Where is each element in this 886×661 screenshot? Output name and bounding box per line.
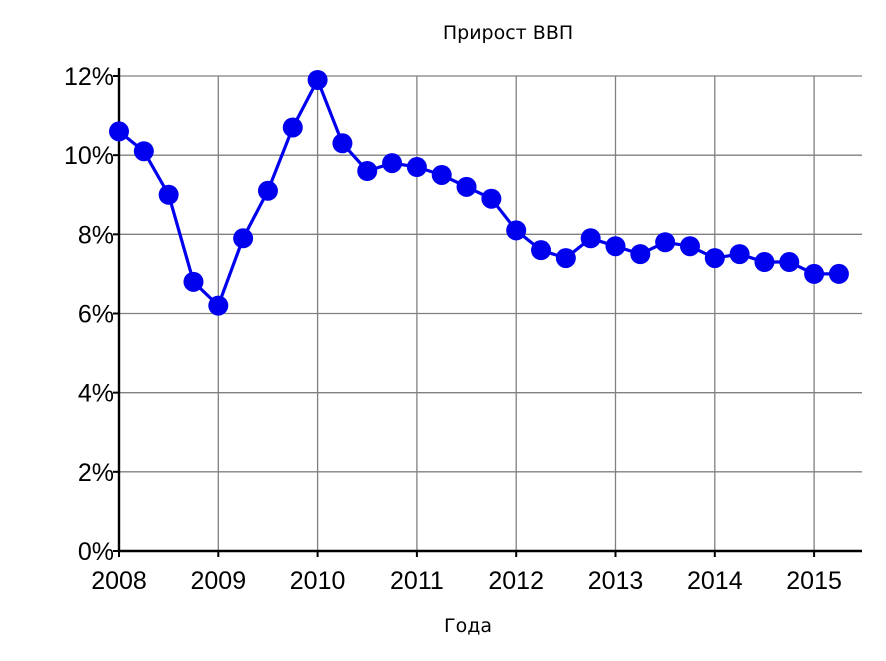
x-tick-label: 2009 (190, 567, 246, 595)
y-tick-label: 6% (78, 301, 114, 329)
data-point (555, 248, 576, 269)
chart-title: Прирост ВВП (443, 22, 573, 44)
data-point (655, 232, 676, 253)
data-point (605, 236, 626, 257)
data-point (282, 117, 303, 138)
data-point (406, 157, 427, 178)
data-point (481, 188, 502, 209)
data-point (109, 121, 129, 142)
axes (113, 68, 862, 557)
y-tick-label: 2% (78, 459, 114, 487)
data-point (754, 252, 775, 273)
data-point (456, 176, 477, 197)
grid (119, 75, 862, 551)
data-point (208, 295, 229, 316)
x-tick-label: 2012 (488, 567, 544, 595)
data-point (357, 161, 378, 181)
y-tick-label: 0% (78, 538, 114, 566)
y-tick-label: 8% (78, 221, 114, 249)
data-point (183, 271, 204, 292)
data-point (630, 244, 651, 265)
data-point (233, 228, 254, 249)
data-point (729, 244, 750, 265)
data-point (828, 263, 849, 284)
data-point (531, 240, 552, 261)
series-line (118, 78, 839, 308)
tick-labels: 0% 2% 4% 6% 8% 10% 12% 2008 2009 2010 2011 2012 2013… (64, 63, 842, 595)
data-point (779, 252, 800, 273)
data-point (580, 228, 601, 249)
y-tick-label: 12% (64, 63, 114, 91)
data-point (679, 236, 700, 257)
data-point (804, 263, 825, 284)
data-point (506, 220, 527, 241)
data-point (158, 184, 179, 205)
x-tick-label: 2014 (687, 567, 743, 595)
x-tick-label: 2013 (588, 567, 644, 595)
data-point (704, 248, 725, 269)
x-tick-label: 2015 (786, 567, 842, 595)
series (109, 69, 849, 316)
data-point (332, 133, 353, 154)
data-point (431, 164, 452, 185)
data-point (257, 180, 278, 201)
y-tick-label: 10% (64, 142, 114, 170)
data-point (382, 153, 403, 174)
data-point (307, 69, 328, 90)
y-tick-label: 4% (78, 380, 114, 408)
x-tick-label: 2010 (290, 567, 346, 595)
x-axis-label: Года (444, 615, 492, 637)
x-tick-label: 2011 (390, 567, 444, 595)
data-point (133, 141, 154, 162)
x-tick-label: 2008 (91, 567, 147, 595)
